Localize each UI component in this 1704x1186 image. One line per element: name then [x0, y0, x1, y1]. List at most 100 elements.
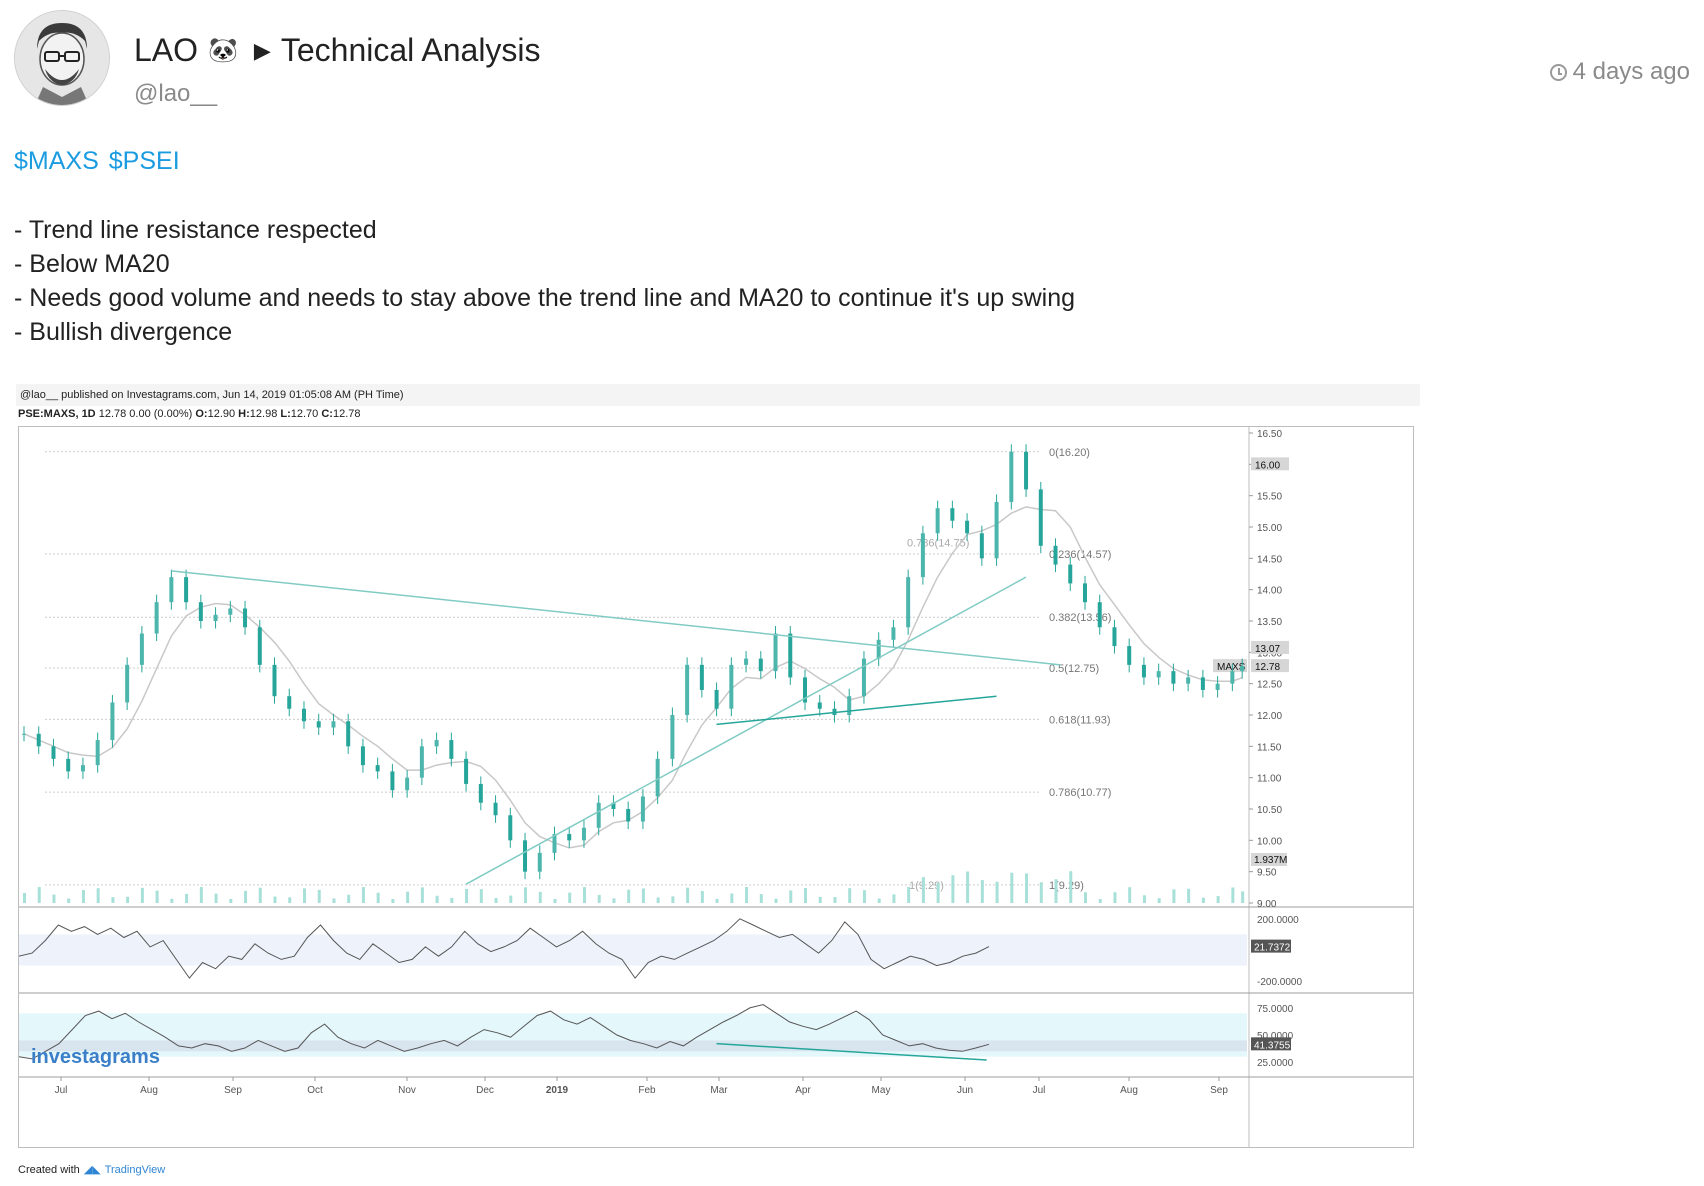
x-tick-label: Aug — [1120, 1085, 1138, 1096]
chart-change: 0.00 (0.00%) — [129, 408, 193, 420]
volume-bar — [700, 891, 704, 903]
x-tick-label: Jun — [957, 1085, 973, 1096]
candle-body — [1171, 671, 1176, 684]
volume-bar — [288, 897, 292, 903]
tradingview-brand[interactable]: TradingView — [104, 1163, 166, 1176]
candle-body — [243, 608, 248, 628]
candle-body — [405, 777, 410, 791]
volume-bar — [317, 889, 321, 903]
price-tick-label: 10.00 — [1257, 836, 1282, 847]
volume-bar — [730, 893, 734, 903]
volume-bar — [1098, 898, 1102, 903]
divergence-trendline — [716, 1042, 987, 1061]
price-chart[interactable]: 0(16.20) 0.236(14.57) 0.382(13.56) 0.5(12.7… — [18, 426, 1414, 1148]
price-tick-label: 11.50 — [1257, 742, 1282, 753]
candle-body — [1230, 671, 1235, 684]
fib-level-label: 0.618(11.93) — [1049, 714, 1111, 726]
volume-bar — [1054, 879, 1058, 903]
volume-bar — [494, 898, 498, 903]
volume-bar — [980, 880, 984, 903]
fib-level-label: 0.236(14.57) — [1049, 549, 1111, 561]
candle-body — [257, 627, 262, 665]
volume-bar — [966, 871, 970, 903]
tag-maxs[interactable]: $MAXS — [14, 147, 99, 175]
volume-badge-label: 1.937M — [1254, 855, 1287, 866]
candle-body — [508, 815, 513, 841]
candle-body — [670, 715, 675, 759]
candle-body — [552, 834, 557, 853]
candle-body — [699, 664, 704, 690]
price-badge-label: 16.00 — [1255, 460, 1280, 471]
bullet-item: - Needs good volume and needs to stay ab… — [14, 284, 1075, 312]
candle-body — [817, 702, 822, 709]
avatar[interactable] — [14, 10, 110, 106]
chart-high: 12.98 — [249, 408, 278, 420]
author-name[interactable]: LAO — [134, 32, 199, 68]
volume-bar — [1157, 898, 1161, 903]
volume-bar — [686, 887, 690, 903]
volume-bar — [597, 894, 601, 903]
volume-bar — [524, 887, 528, 903]
x-tick-label: May — [872, 1085, 891, 1096]
x-tick-label: Sep — [224, 1085, 242, 1096]
bullet-item: - Trend line resistance respected — [14, 216, 377, 244]
ticker-tags: $MAXS $PSEI — [14, 147, 180, 176]
candle-body — [596, 802, 601, 828]
volume-bar — [833, 897, 837, 903]
volume-bar — [892, 894, 896, 903]
candle-body — [1038, 489, 1043, 546]
candle-body — [979, 533, 984, 559]
volume-bar — [789, 890, 793, 903]
candle-body — [950, 508, 955, 521]
candle-body — [110, 702, 115, 741]
price-badge-label: 12.78 — [1255, 662, 1280, 673]
fib-level-label: 0.5(12.75) — [1049, 663, 1099, 675]
candle-body — [1053, 545, 1058, 565]
x-tick-label: Apr — [795, 1085, 811, 1096]
tag-psei[interactable]: $PSEI — [108, 147, 180, 175]
candle-body — [66, 758, 71, 772]
candle-body — [213, 614, 218, 621]
fib-level-label: 0.382(13.56) — [1049, 612, 1111, 624]
volume-bar — [582, 887, 586, 903]
post-category[interactable]: Technical Analysis — [280, 32, 541, 68]
candle-body — [1127, 646, 1132, 665]
post-timestamp: 4 days ago — [1549, 58, 1690, 86]
volume-bar — [774, 898, 778, 903]
cci-line — [18, 918, 990, 979]
candle-body — [640, 796, 645, 822]
candle-body — [685, 664, 690, 715]
fib-inner-label: 1(9.29) — [909, 880, 944, 892]
candle-body — [1186, 677, 1191, 684]
volume-bar — [302, 888, 306, 903]
volume-bar — [391, 898, 395, 903]
candle-body — [1141, 664, 1146, 678]
volume-bar — [37, 887, 41, 903]
last-tag-label: MAXS — [1217, 662, 1246, 673]
volume-bar — [185, 893, 189, 903]
volume-bar — [465, 888, 469, 903]
chart-canvas[interactable]: 0(16.20) 0.236(14.57) 0.382(13.56) 0.5(12.7… — [18, 427, 1413, 1147]
volume-bar — [170, 898, 174, 903]
volume-bar — [715, 898, 719, 903]
candle-body — [36, 733, 41, 747]
author-handle[interactable]: @lao__ — [134, 80, 218, 107]
price-tick-label: 16.50 — [1257, 429, 1282, 440]
volume-bar — [347, 894, 351, 903]
bullet-item: - Below MA20 — [14, 250, 170, 278]
volume-bar — [612, 898, 616, 903]
rsi-midband — [19, 1040, 1247, 1052]
footer-label: Created with — [18, 1163, 80, 1176]
candle-body — [1024, 451, 1029, 490]
volume-bar — [1083, 892, 1087, 903]
candle-body — [287, 696, 292, 709]
volume-bar — [656, 897, 660, 903]
candle-body — [419, 746, 424, 778]
volume-bar — [96, 888, 100, 903]
price-tick-label: 15.00 — [1257, 523, 1282, 534]
volume-bar — [995, 881, 999, 903]
clock-icon — [1549, 63, 1567, 81]
fib-level-label: 1(9.29) — [1049, 880, 1084, 892]
candle-body — [1215, 683, 1220, 690]
volume-bar — [199, 887, 203, 903]
